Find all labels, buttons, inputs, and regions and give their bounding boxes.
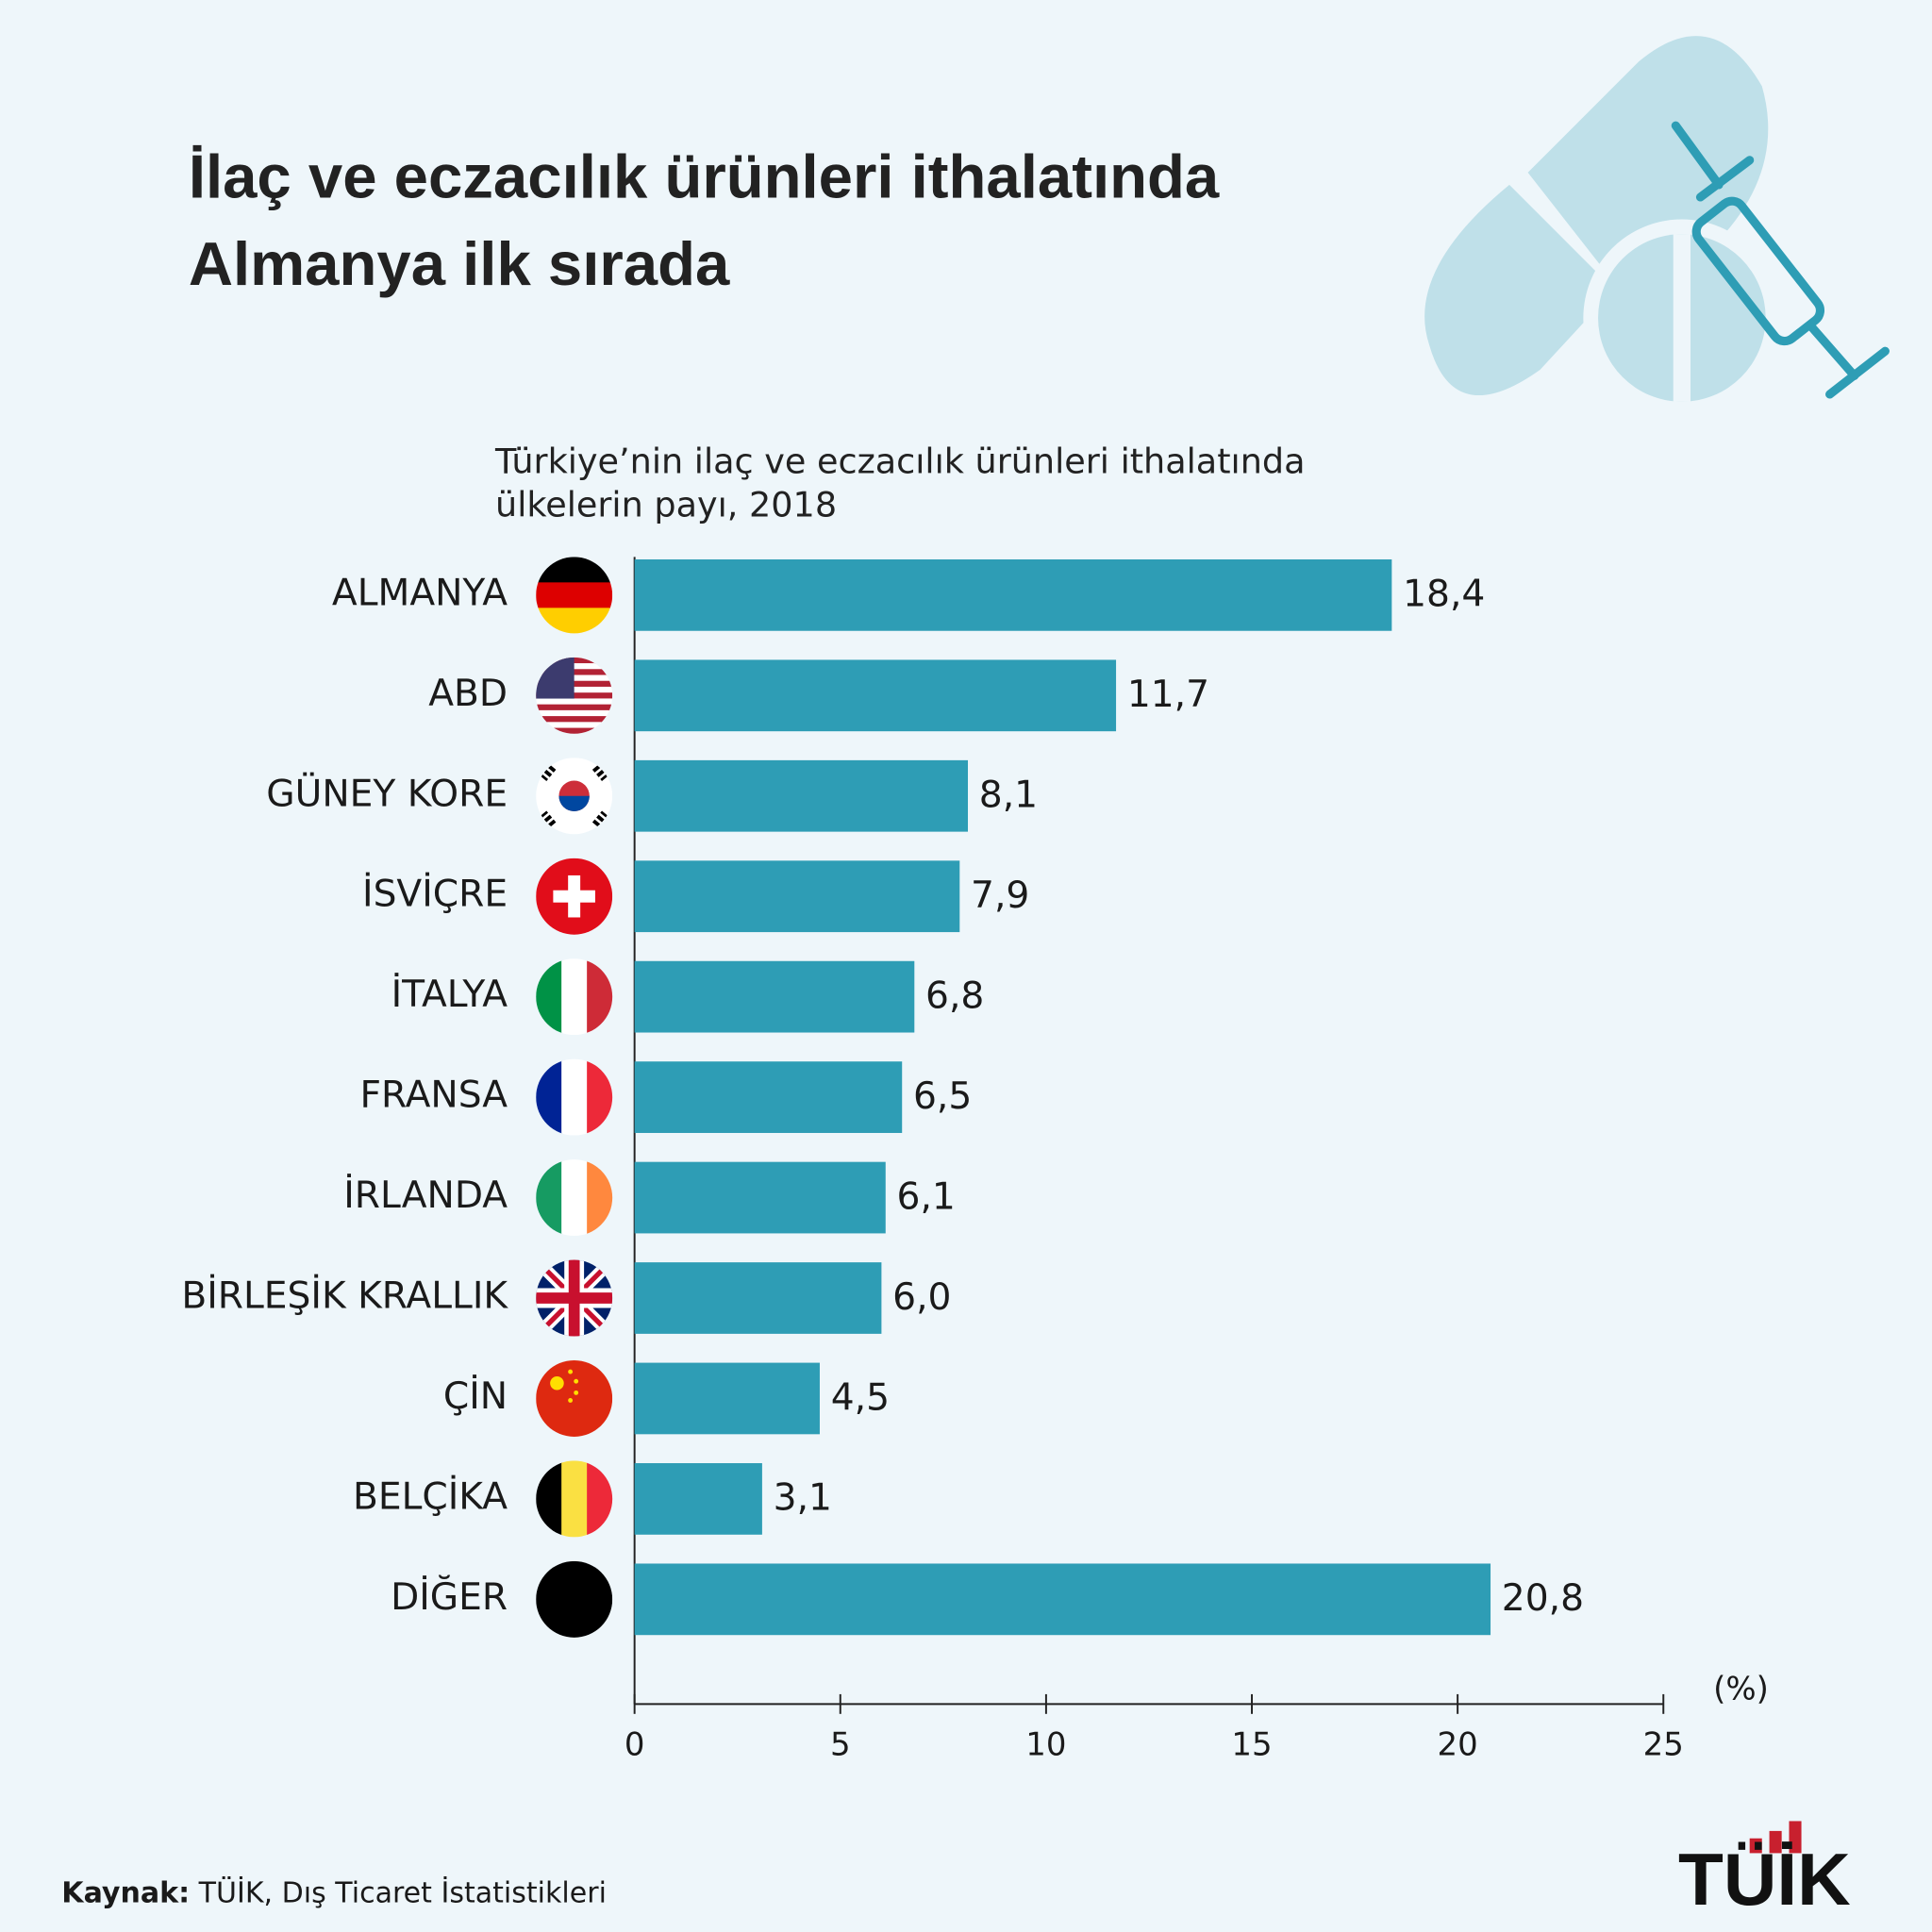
bar	[634, 558, 1392, 631]
flag-stripe	[536, 1560, 613, 1638]
flag	[536, 1159, 613, 1237]
flag-stripe	[536, 727, 613, 734]
source: Kaynak: TÜİK, Dış Ticaret İstatistikleri	[61, 1874, 607, 1909]
logo-bars	[1749, 1821, 1802, 1854]
bar	[634, 1463, 762, 1535]
flag-stripe	[536, 582, 613, 609]
value-label: 4,5	[831, 1376, 890, 1419]
x-tick-label: 20	[1438, 1725, 1478, 1763]
decoration	[1424, 36, 1890, 417]
y-tick-label: ÇİN	[443, 1374, 508, 1418]
x-tick-label: 10	[1025, 1725, 1066, 1763]
flag	[536, 758, 613, 835]
bar	[634, 960, 915, 1033]
x-tick-label: 25	[1643, 1725, 1684, 1763]
flag	[536, 958, 613, 1036]
value-label: 7,9	[971, 874, 1029, 917]
value-label: 20,8	[1502, 1577, 1584, 1620]
value-label: 6,8	[925, 974, 984, 1017]
value-label: 6,0	[892, 1276, 951, 1319]
flag-stripe	[561, 1159, 588, 1237]
flag-stripe	[536, 1359, 613, 1437]
flag-trigram	[591, 810, 608, 827]
y-tick-label: BELÇİKA	[353, 1474, 508, 1518]
x-tick-label: 15	[1231, 1725, 1272, 1763]
bar	[634, 1262, 882, 1334]
y-tick-label: DİĞER	[391, 1574, 508, 1619]
bar	[634, 1362, 820, 1435]
value-label: 3,1	[774, 1477, 832, 1520]
y-tick-label: FRANSA	[359, 1074, 508, 1117]
flag-stripe	[561, 1460, 588, 1538]
flag-stripe	[536, 716, 613, 723]
flag-stripe	[561, 1058, 588, 1136]
y-tick-label: İRLANDA	[343, 1174, 508, 1217]
chart-subtitle: ülkelerin payı, 2018	[495, 484, 837, 525]
y-tick-label: ABD	[428, 673, 508, 715]
flag-star	[574, 1390, 579, 1395]
flag-stripe	[561, 958, 588, 1036]
flag-trigram	[591, 764, 608, 782]
flag	[536, 1560, 613, 1638]
bar	[634, 1161, 886, 1234]
bar	[634, 659, 1117, 732]
logo: TÜİK	[1678, 1838, 1851, 1921]
chart-subtitle: Türkiye’nin ilaç ve eczacılık ürünleri i…	[494, 441, 1305, 482]
flag-stripe	[536, 698, 613, 706]
flag	[536, 1058, 613, 1136]
flag	[536, 1359, 613, 1437]
y-tick-label: GÜNEY KORE	[266, 772, 508, 815]
value-label: 18,4	[1403, 574, 1485, 616]
value-label: 11,7	[1127, 674, 1209, 716]
flag	[536, 557, 613, 634]
flag-cross	[553, 890, 595, 903]
bar	[634, 860, 960, 933]
value-label: 6,1	[897, 1175, 956, 1218]
y-tick-label: ALMANYA	[332, 572, 508, 614]
y-tick-label: BİRLEŞİK KRALLIK	[181, 1274, 508, 1318]
source-text: TÜİK, Dış Ticaret İstatistikleri	[198, 1874, 607, 1909]
flag-cross	[536, 1259, 613, 1337]
flag-trigram	[541, 810, 557, 827]
flag-star	[568, 1398, 574, 1403]
flag-star	[568, 1369, 574, 1374]
flag	[536, 858, 613, 935]
flag-stripe	[536, 704, 613, 711]
y-tick-label: İSVİÇRE	[362, 873, 508, 916]
y-tick-label: İTALYA	[391, 973, 508, 1016]
chart-title: Almanya ilk sırada	[189, 229, 730, 298]
x-tick-label: 5	[830, 1725, 851, 1763]
value-label: 6,5	[913, 1075, 972, 1118]
chart-title: İlaç ve eczacılık ürünleri ithalatında	[189, 142, 1220, 210]
flag-stripe	[536, 709, 613, 717]
bar	[634, 759, 969, 832]
bar	[634, 1061, 903, 1133]
x-tick-label: 0	[625, 1725, 645, 1763]
flag-trigram	[541, 764, 557, 782]
flag	[536, 1259, 613, 1337]
flag-star	[574, 1378, 579, 1384]
bar	[634, 1563, 1491, 1636]
source-label: Kaynak:	[61, 1876, 190, 1909]
flag-emblem	[558, 795, 590, 811]
flag	[536, 1460, 613, 1538]
flag-star	[550, 1375, 564, 1391]
flag-stripe	[536, 722, 613, 729]
value-label: 8,1	[979, 774, 1038, 817]
flag	[536, 657, 613, 734]
axis-unit: (%)	[1713, 1671, 1769, 1708]
